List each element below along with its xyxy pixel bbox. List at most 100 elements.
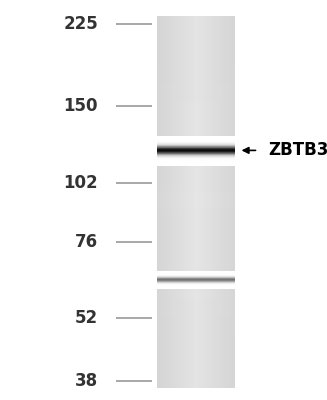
Bar: [220, 16, 221, 388]
Bar: [217, 16, 218, 388]
Bar: [157, 135, 235, 139]
Bar: [193, 16, 194, 388]
Bar: [232, 16, 233, 388]
Bar: [157, 180, 235, 183]
Bar: [211, 16, 212, 388]
Bar: [209, 16, 210, 388]
Bar: [157, 94, 235, 98]
Bar: [157, 131, 235, 135]
Bar: [157, 354, 235, 358]
Bar: [229, 16, 230, 388]
Bar: [212, 16, 213, 388]
Bar: [157, 366, 235, 370]
Bar: [157, 161, 235, 165]
Bar: [157, 317, 235, 321]
Bar: [157, 172, 235, 176]
Bar: [204, 16, 205, 388]
Bar: [158, 16, 159, 388]
Bar: [157, 102, 235, 105]
Bar: [157, 351, 235, 354]
Bar: [157, 325, 235, 328]
Bar: [157, 328, 235, 332]
Bar: [157, 53, 235, 57]
Bar: [184, 16, 185, 388]
Bar: [157, 295, 235, 299]
Bar: [157, 116, 235, 120]
Bar: [157, 183, 235, 187]
Bar: [175, 16, 176, 388]
Bar: [157, 265, 235, 269]
Bar: [157, 213, 235, 217]
Bar: [157, 128, 235, 131]
Bar: [157, 288, 235, 291]
Bar: [157, 254, 235, 258]
Bar: [157, 27, 235, 31]
Bar: [170, 16, 171, 388]
Bar: [228, 16, 229, 388]
Bar: [166, 16, 167, 388]
Bar: [219, 16, 220, 388]
Bar: [157, 176, 235, 180]
Bar: [157, 57, 235, 61]
Bar: [190, 16, 191, 388]
Bar: [157, 362, 235, 366]
Bar: [167, 16, 168, 388]
Bar: [157, 105, 235, 109]
Text: 150: 150: [63, 97, 98, 115]
Bar: [157, 35, 235, 38]
Bar: [157, 146, 235, 150]
Bar: [196, 16, 197, 388]
Bar: [164, 16, 165, 388]
Bar: [233, 16, 234, 388]
Bar: [157, 217, 235, 221]
Bar: [157, 142, 235, 146]
Bar: [231, 16, 232, 388]
Bar: [157, 243, 235, 247]
Bar: [221, 16, 222, 388]
Bar: [157, 42, 235, 46]
Bar: [203, 16, 204, 388]
Bar: [205, 16, 206, 388]
Bar: [157, 321, 235, 325]
Bar: [173, 16, 174, 388]
Bar: [157, 76, 235, 79]
Text: 38: 38: [75, 372, 98, 390]
Bar: [168, 16, 169, 388]
Bar: [191, 16, 192, 388]
Bar: [171, 16, 172, 388]
Bar: [157, 221, 235, 224]
Bar: [176, 16, 177, 388]
Bar: [160, 16, 161, 388]
Bar: [157, 90, 235, 94]
Bar: [157, 280, 235, 284]
Bar: [199, 16, 200, 388]
Bar: [157, 291, 235, 295]
Bar: [224, 16, 225, 388]
Bar: [192, 16, 193, 388]
Bar: [185, 16, 186, 388]
Bar: [157, 262, 235, 265]
Bar: [223, 16, 224, 388]
Bar: [157, 258, 235, 262]
Bar: [218, 16, 219, 388]
Bar: [157, 120, 235, 124]
Bar: [157, 113, 235, 116]
Bar: [157, 124, 235, 128]
Bar: [157, 194, 235, 198]
Bar: [216, 16, 217, 388]
Bar: [157, 50, 235, 53]
Bar: [157, 273, 235, 276]
Bar: [186, 16, 187, 388]
Bar: [157, 358, 235, 362]
Bar: [157, 168, 235, 172]
Bar: [215, 16, 216, 388]
Bar: [197, 16, 198, 388]
Bar: [210, 16, 211, 388]
Bar: [157, 340, 235, 343]
Bar: [157, 224, 235, 228]
Text: ZBTB38: ZBTB38: [268, 141, 327, 159]
Bar: [226, 16, 227, 388]
Bar: [157, 72, 235, 76]
Bar: [180, 16, 181, 388]
Bar: [157, 284, 235, 288]
